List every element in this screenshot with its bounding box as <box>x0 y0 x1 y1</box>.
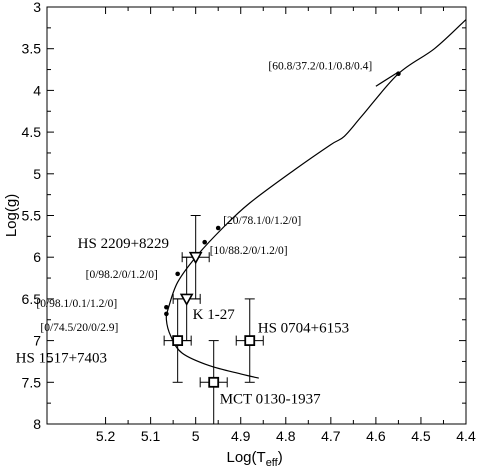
track-spur-line <box>375 71 399 87</box>
star-name-label: HS 0704+6153 <box>258 321 349 337</box>
triangle-marker <box>179 293 194 307</box>
square-marker <box>172 335 184 347</box>
x-tick-label: 4.6 <box>366 428 386 444</box>
composition-label: [0/98.2/0/1.2/0] <box>86 269 158 281</box>
y-tick-label: 4.5 <box>22 124 42 140</box>
star-name-label: MCT 0130-1937 <box>220 391 321 407</box>
x-tick-label: 5.1 <box>141 428 161 444</box>
triangle-marker <box>188 251 203 265</box>
track-point <box>215 225 221 231</box>
point-labels: [60.8/37.2/0.1/0.8/0.4] [20/78.1/0/1.2/0]… <box>16 61 373 408</box>
y-tick-label: 5 <box>33 166 41 182</box>
x-tick-label: 4.4 <box>456 428 476 444</box>
track-point <box>164 304 169 310</box>
x-tick-label: 4.9 <box>231 428 251 444</box>
composition-label: [60.8/37.2/0.1/0.8/0.4] <box>268 61 372 73</box>
x-tick-label: 4.8 <box>276 428 296 444</box>
y-tick-label: 6.5 <box>22 291 42 307</box>
composition-label: [0/74.5/20/0/2.9] <box>40 322 118 334</box>
composition-label: [0/98.1/0.1/1.2/0] <box>36 298 117 310</box>
x-axis-label: Log(Teff) <box>227 449 283 469</box>
composition-label: [10/88.2/0/1.2/0] <box>210 245 288 257</box>
y-tick-label: 7 <box>33 333 41 349</box>
track-point <box>164 311 169 317</box>
x-axis-label-main: Log(T <box>227 449 266 466</box>
y-tick-label: 5.5 <box>22 208 42 224</box>
track-point <box>175 271 180 277</box>
axis-ticks: 5.2 5.1 5 4.9 4.8 4.7 4.6 4.5 4.4 3 3.5 4 4.5 5 5.5 6 6.… <box>22 0 476 444</box>
square-marker <box>244 335 256 347</box>
x-tick-label: 4.5 <box>411 428 431 444</box>
y-tick-label: 6 <box>33 249 41 265</box>
track-point <box>396 71 401 77</box>
x-tick-label: 4.7 <box>321 428 341 444</box>
y-tick-label: 8 <box>33 416 41 432</box>
y-axis-label: Log(g) <box>3 194 20 237</box>
evolution-track <box>164 19 467 379</box>
y-tick-label: 3.5 <box>22 41 42 57</box>
star-name-label: HS 2209+8229 <box>78 236 169 252</box>
star-markers <box>163 215 264 425</box>
track-line <box>165 19 467 379</box>
y-tick-label: 4 <box>33 82 41 98</box>
star-name-label: HS 1517+7403 <box>16 351 107 367</box>
y-tick-label: 3 <box>33 0 41 15</box>
x-axis-label-sub: eff <box>266 457 279 469</box>
x-axis-label-close: ) <box>278 449 283 466</box>
y-tick-label: 7.5 <box>22 374 42 390</box>
track-point <box>202 239 207 245</box>
star-name-label: K 1-27 <box>193 307 236 323</box>
square-marker <box>208 376 220 388</box>
composition-label: [20/78.1/0/1.2/0] <box>223 215 301 227</box>
x-tick-label: 5.2 <box>96 428 116 444</box>
x-tick-label: 5 <box>192 428 200 444</box>
